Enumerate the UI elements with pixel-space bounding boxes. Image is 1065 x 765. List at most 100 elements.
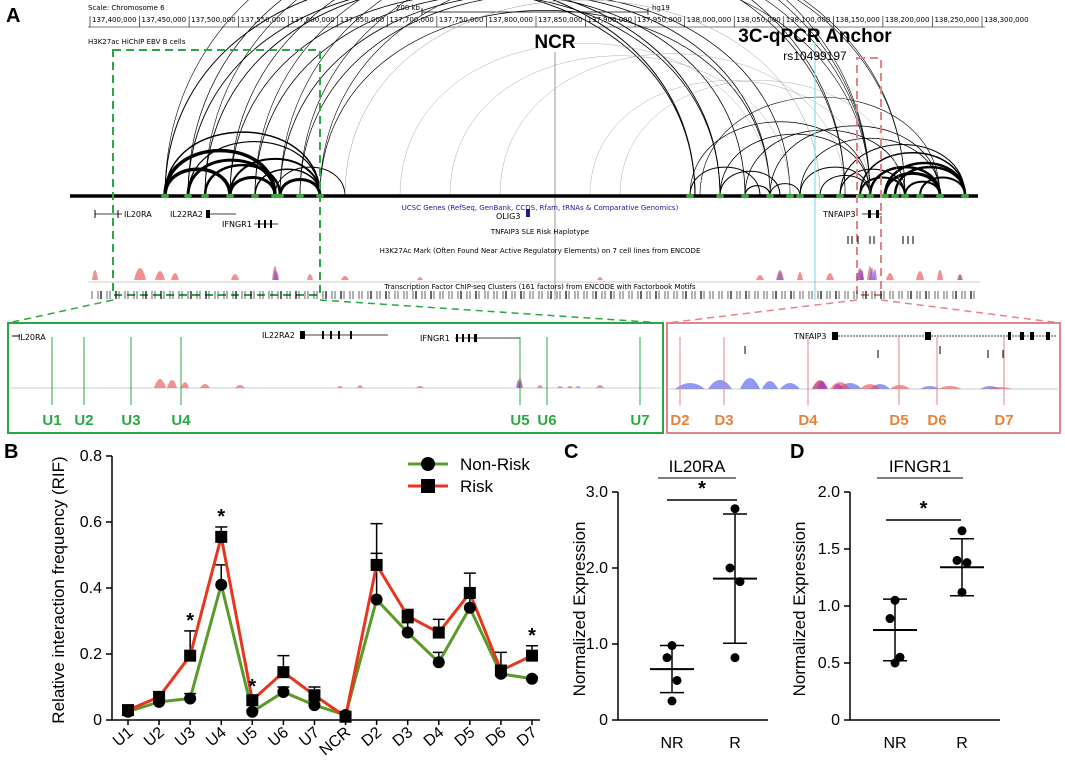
panel-label-d: D [790, 441, 804, 463]
chart-b-ylabel: Relative interaction frequency (RIF) [49, 456, 68, 723]
signal-peak [756, 275, 764, 280]
signal-peak [92, 270, 98, 280]
chart-d-point [890, 658, 900, 668]
coord-label: 137,500,000 [191, 16, 236, 24]
chart-c-ytick-label: 3.0 [586, 484, 608, 501]
hichip-track-label: H3K27ac HiChIP EBV B cells [88, 38, 186, 46]
chart-c-ytick-label: 1.0 [586, 636, 608, 653]
loop-anchor [766, 193, 774, 199]
chart-d-point [957, 587, 967, 597]
hichip-loop [769, 183, 801, 197]
anchor-label: 3C-qPCR Anchor [738, 26, 892, 47]
chart-d-significance: * [920, 498, 928, 520]
upstream-site-label: U3 [121, 412, 140, 429]
signal-peak [937, 270, 943, 280]
legend-risk-label: Risk [460, 477, 494, 496]
loop-anchor [226, 193, 234, 199]
chart-c-point [725, 563, 735, 573]
coord-label: 137,800,000 [488, 16, 533, 24]
signal-peak [890, 385, 910, 389]
genes-track-label: UCSC Genes (RefSeq, GenBank, CCDS, Rfam,… [402, 204, 679, 212]
panel-label-c: C [564, 441, 578, 463]
signal-peak [596, 385, 604, 388]
loop-anchor [796, 193, 804, 199]
chart-b-point-nonrisk [246, 705, 259, 718]
chart-d-point [885, 614, 895, 624]
legend-risk-marker [421, 479, 435, 493]
chart-b-point-risk [246, 694, 259, 707]
signal-peak [777, 272, 783, 280]
chart-b-series-line [127, 536, 533, 720]
loop-anchor [936, 193, 944, 199]
upstream-site-label: U1 [42, 412, 61, 429]
chart-b-xtick-label: D2 [359, 724, 386, 750]
chart-b-point-nonrisk [401, 626, 414, 639]
zoom-gene-tnfaip3-label: TNFAIP3 [793, 332, 826, 341]
chart-b-point-nonrisk [432, 656, 445, 669]
chart-c-ytick-label: 0 [599, 712, 608, 729]
gene-olig3-label: OLIG3 [496, 212, 520, 221]
chart-b-legend: Non-Risk Risk [408, 455, 530, 496]
chart-b-series-line [127, 578, 533, 717]
chart-b-ytick-label: 0.8 [80, 448, 102, 465]
hichip-loop [229, 157, 321, 197]
hichip-loop [187, 0, 696, 197]
h3k27ac-track-label: H3K27Ac Mark (Often Found Near Active Re… [380, 247, 701, 255]
gene-il22ra2: IL22RA2 [170, 210, 236, 219]
upstream-zoom-box [112, 49, 321, 296]
gene-ifngr1: IFNGR1 [222, 220, 278, 229]
chart-b-xtick-label: D6 [483, 724, 510, 750]
hichip-loop [278, 178, 322, 197]
hichip-loop [203, 163, 282, 197]
loop-anchor [916, 193, 924, 199]
chart-d-ytick-label: 1.5 [818, 541, 840, 558]
hichip-loop [689, 166, 761, 197]
hichip-loop [839, 144, 966, 197]
coord-label: 138,300,000 [984, 16, 1029, 24]
coord-label: 137,450,000 [142, 16, 187, 24]
coord-label: 138,200,000 [885, 16, 930, 24]
zoom-haplotype-marks [744, 346, 1004, 358]
signal-peak [826, 273, 834, 280]
upstream-site-label: U6 [537, 412, 556, 429]
chart-b-point-risk [432, 626, 445, 639]
loop-anchor [891, 193, 899, 199]
chart-c-point [730, 653, 740, 663]
chart-d-point [952, 555, 962, 565]
signal-peak [762, 381, 778, 389]
hichip-loop [799, 166, 871, 197]
hichip-loops [163, 0, 967, 197]
tf-chip-seq-clusters [91, 291, 975, 299]
signal-peak [557, 386, 563, 388]
chart-d-ytick-label: 2.0 [818, 484, 840, 501]
signal-peak [537, 385, 543, 388]
hichip-loop [883, 161, 967, 197]
chart-b-point-risk [401, 610, 414, 623]
chart-d-ylabel: Normalized Expression [790, 522, 809, 697]
signal-peak [231, 274, 239, 280]
loop-anchor [866, 193, 874, 199]
upstream-zoom-view [7, 322, 664, 434]
signal-peak [307, 274, 313, 280]
loop-anchor [686, 193, 694, 199]
downstream-site-label: D4 [798, 412, 818, 429]
signal-peak [916, 271, 924, 280]
hichip-loop [299, 0, 791, 197]
gene-il22ra2-label: IL22RA2 [170, 210, 203, 219]
hichip-loop [187, 0, 846, 197]
hichip-loop [699, 96, 941, 197]
signal-peak [167, 380, 177, 388]
downstream-sites: D2 D3 D4 D5 D6 D7 [670, 337, 1014, 429]
legend-nonrisk-label: Non-Risk [460, 455, 530, 474]
hichip-loop [744, 185, 771, 197]
chart-b-xtick-label: U3 [172, 724, 199, 750]
hichip-loop [254, 0, 871, 197]
downstream-site-label: D5 [889, 412, 908, 429]
coord-label: 137,950,000 [637, 16, 682, 24]
hichip-loop [919, 176, 966, 197]
coord-label: 137,850,000 [538, 16, 583, 24]
chart-b-ytick-label: 0.2 [80, 646, 102, 663]
coord-label: 137,650,000 [340, 16, 385, 24]
chart-b-xtick-label: U5 [234, 724, 261, 750]
